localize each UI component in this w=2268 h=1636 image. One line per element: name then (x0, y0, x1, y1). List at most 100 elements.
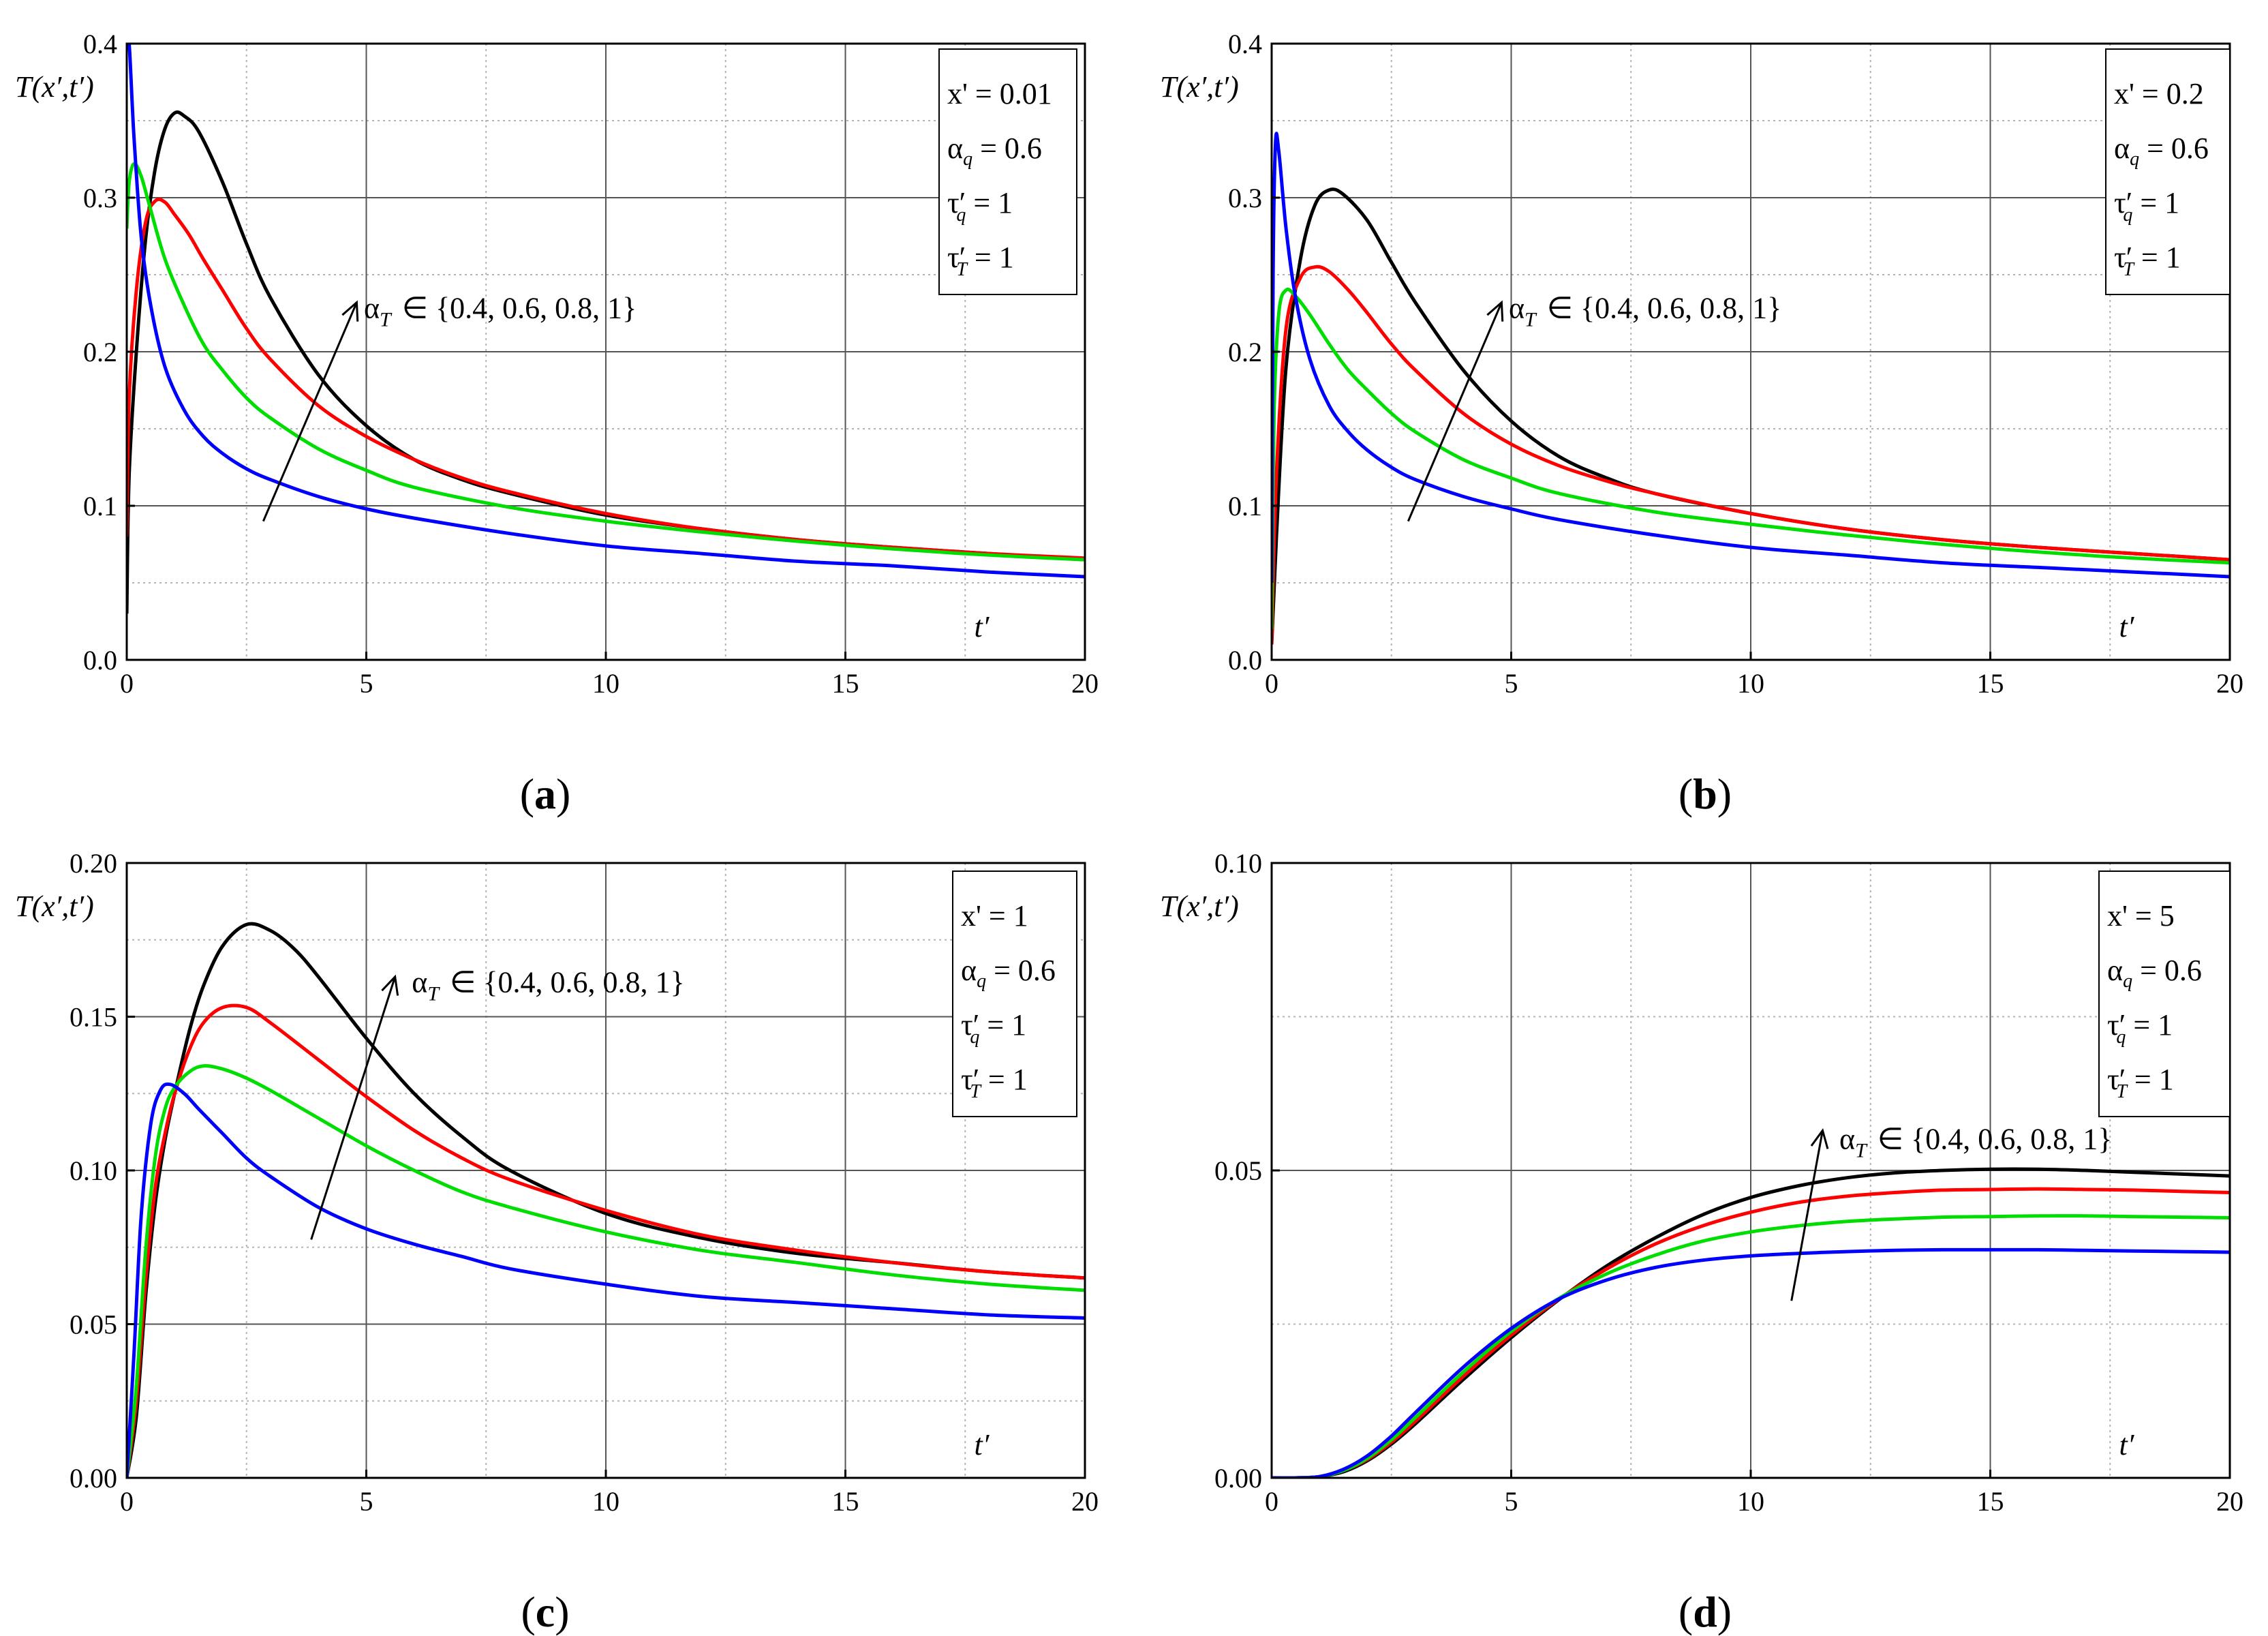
x-axis-label: t′ (2119, 1428, 2135, 1461)
x-tick-label: 20 (1071, 668, 1099, 699)
series-group (1272, 1167, 2230, 1478)
annotation-arrow (1790, 1130, 1824, 1301)
legend-alpha-q-value: 0.6 (2171, 132, 2209, 165)
legend-tau-q-value: 1 (2164, 186, 2179, 219)
y-tick-label: 0.05 (70, 1309, 117, 1340)
annotation-arrow (310, 976, 397, 1240)
y-tick-label: 0.00 (1214, 1463, 1262, 1494)
y-tick-label: 0.0 (1228, 645, 1262, 676)
x-axis-label: t′ (975, 1428, 990, 1461)
legend-tau-t-value: 1 (2159, 1063, 2174, 1096)
series-line (1272, 1214, 2230, 1478)
legend-alpha-q-value: 0.6 (1005, 132, 1042, 165)
legend-tau-q: τ′q = 1 (2114, 186, 2179, 226)
x-tick-label: 5 (360, 1486, 373, 1517)
series-group (127, 922, 1085, 1478)
x-tick-label: 10 (1737, 668, 1764, 699)
caption-letter: c (536, 1588, 555, 1636)
annotation-subscript: T (1855, 1139, 1868, 1162)
annotation-label: αT ∈ {0.4, 0.6, 0.8, 1} (1839, 1122, 2112, 1162)
legend-alpha-q: αq = 0.6 (2107, 954, 2202, 992)
y-tick-label: 0.05 (1214, 1155, 1262, 1186)
y-tick-label: 0.1 (83, 491, 117, 521)
x-tick-label: 10 (592, 1486, 619, 1517)
series-group (127, 44, 1085, 614)
legend-alpha-q: αq = 0.6 (961, 954, 1056, 992)
series-line (127, 1082, 1085, 1478)
legend-tau-q: τ′q = 1 (961, 1008, 1026, 1048)
panel-caption: (c) (521, 1588, 569, 1636)
legend-tau-t-value: 1 (999, 241, 1014, 274)
x-tick-label: 20 (1071, 1486, 1099, 1517)
x-tick-label: 5 (1505, 1486, 1518, 1517)
panel-d: 0 5 10 15 20 0.00 0.05 0.10 t′ T(x′,t′) x' = 5 αq =… (1160, 848, 2243, 1636)
y-axis-label: T(x′,t′) (15, 70, 94, 104)
legend-box: x' = 1 αq = 0.6 τ′q = 1 τ′T = 1 (952, 870, 1077, 1117)
panel-caption: (a) (520, 770, 571, 818)
y-tick-label: 0.2 (83, 337, 117, 367)
legend-tau-t: τ′T = 1 (961, 1063, 1028, 1102)
caption-letter: d (1693, 1588, 1717, 1636)
y-tick-label: 0.10 (70, 1155, 117, 1186)
legend-position: x' = 0.2 (2114, 77, 2204, 110)
y-tick-label: 0.2 (1228, 337, 1262, 367)
annotation-arrow (262, 302, 358, 522)
legend-position: x' = 1 (961, 899, 1028, 933)
annotation-label: αT ∈ {0.4, 0.6, 0.8, 1} (1509, 291, 1781, 331)
panel-b: 0 5 10 15 20 0.0 0.1 0.2 0.3 0.4 t′ T(x′,t′) x' = 0.… (1160, 29, 2243, 818)
series-line (1272, 1247, 2230, 1478)
legend-box: x' = 0.01 αq = 0.6 τ′q = 1 τ′T = 1 (938, 48, 1077, 295)
legend-tau-t: τ′T = 1 (947, 241, 1014, 280)
major-grid (126, 862, 1086, 1479)
major-grid (1271, 43, 2231, 661)
y-tick-label: 0.4 (1228, 29, 1262, 59)
annotation-arrow (1407, 302, 1503, 522)
x-tick-label: 0 (1265, 668, 1278, 699)
y-tick-label: 0.1 (1228, 491, 1262, 521)
legend-frame (952, 870, 1077, 1117)
annotation-set: ∈ {0.4, 0.6, 0.8, 1} (450, 965, 685, 999)
panel-c: 0 5 10 15 20 0.00 0.05 0.10 0.15 0.20 t′ T(x′,t′) x'… (15, 848, 1099, 1636)
y-tick-label: 0.10 (1214, 848, 1262, 879)
x-tick-label: 15 (1977, 668, 2004, 699)
x-tick-label: 20 (2216, 1486, 2243, 1517)
legend-alpha-q-value: 0.6 (2164, 954, 2202, 987)
panel-caption: (d) (1679, 1588, 1732, 1636)
legend-tau-q: τ′q = 1 (947, 186, 1013, 226)
legend-tau-t: τ′T = 1 (2114, 241, 2181, 280)
legend-position: x' = 0.01 (947, 77, 1052, 110)
series-line (127, 44, 1085, 579)
series-line (127, 1064, 1085, 1478)
legend-frame (938, 48, 1077, 295)
annotation-alpha: α (412, 965, 427, 999)
x-tick-label: 5 (1505, 668, 1518, 699)
y-tick-label: 0.0 (83, 645, 117, 676)
legend-alpha-q: αq = 0.6 (947, 132, 1042, 170)
annotation-subscript: T (380, 308, 393, 331)
legend-position: x' = 5 (2107, 899, 2175, 933)
annotation-label: αT ∈ {0.4, 0.6, 0.8, 1} (364, 291, 637, 331)
legend-box: x' = 0.2 αq = 0.6 τ′q = 1 τ′T = 1 (2105, 48, 2231, 295)
x-axis-label: t′ (2119, 610, 2135, 643)
annotation-arrowhead (341, 300, 359, 322)
x-tick-label: 0 (1265, 1486, 1278, 1517)
x-tick-label: 15 (832, 668, 859, 699)
legend-box: x' = 5 αq = 0.6 τ′q = 1 τ′T = 1 (2098, 870, 2231, 1117)
panel-caption: (b) (1679, 770, 1732, 818)
x-axis-label: t′ (975, 610, 990, 643)
legend-tau-q-value: 1 (998, 186, 1013, 219)
legend-frame (2098, 870, 2231, 1117)
x-tick-label: 0 (120, 1486, 134, 1517)
x-tick-label: 15 (832, 1486, 859, 1517)
y-tick-label: 0.4 (83, 29, 117, 59)
series-line (127, 162, 1085, 562)
annotation-label: αT ∈ {0.4, 0.6, 0.8, 1} (412, 965, 684, 1005)
legend-frame (2105, 48, 2231, 295)
annotation-subscript: T (427, 982, 440, 1005)
y-tick-label: 0.3 (83, 183, 117, 213)
legend-alpha-q-value: 0.6 (1018, 954, 1056, 987)
y-tick-label: 0.15 (70, 1002, 117, 1033)
y-axis-label: T(x′,t′) (1160, 70, 1239, 104)
y-tick-label: 0.3 (1228, 183, 1262, 213)
